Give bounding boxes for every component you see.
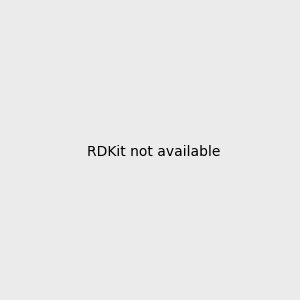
Text: RDKit not available: RDKit not available [87,145,220,158]
